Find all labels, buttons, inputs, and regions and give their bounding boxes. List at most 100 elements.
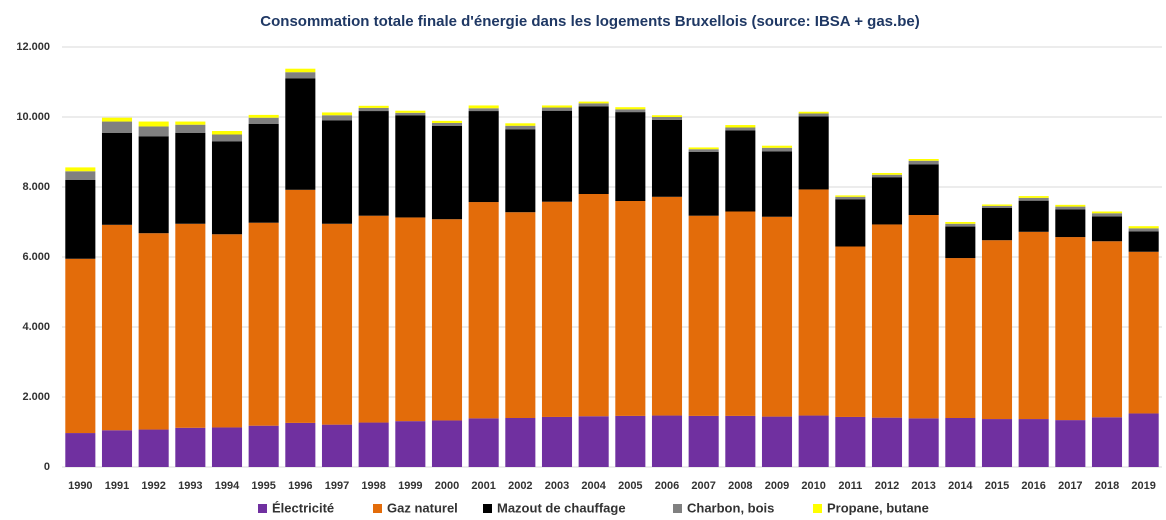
bar-segment [1018, 200, 1049, 232]
legend-swatch [373, 504, 382, 513]
legend-swatch [483, 504, 492, 513]
x-tick-label: 2008 [728, 480, 752, 492]
bar-segment [395, 112, 426, 116]
bar-segment [101, 132, 133, 225]
bar-segment [578, 103, 609, 107]
bar-segment [761, 147, 793, 152]
x-tick-label: 2012 [875, 480, 899, 492]
bar-segment [248, 114, 279, 118]
bar-segment [1128, 228, 1159, 232]
bar-segment [285, 68, 316, 73]
bar-segment [138, 126, 169, 137]
bar-segment [395, 110, 426, 113]
bar-segment [871, 173, 903, 175]
bar-segment [101, 430, 133, 467]
bar-segment [981, 204, 1013, 206]
bar-segment [101, 117, 133, 122]
bar-segment [1018, 419, 1049, 467]
bar-segment [725, 211, 756, 416]
bar-segment [761, 216, 793, 417]
bar-segment [1018, 196, 1049, 198]
bar-segment [321, 112, 353, 116]
bar-segment [835, 199, 866, 247]
bar-segment [1055, 237, 1086, 421]
bar-segment [945, 258, 976, 418]
x-tick-label: 2015 [985, 480, 1009, 492]
bar-segment [395, 115, 426, 218]
x-tick-label: 1997 [325, 480, 349, 492]
x-tick-label: 2002 [508, 480, 532, 492]
x-tick-label: 1990 [68, 480, 92, 492]
bar-segment [945, 222, 976, 224]
bar-segment [431, 219, 463, 421]
bar-segment [101, 121, 133, 133]
bar-segment [541, 201, 573, 417]
bar-segment [761, 416, 793, 467]
bar-segment [1128, 413, 1159, 467]
bar-segment [211, 141, 243, 235]
bar-segment [651, 119, 683, 197]
bar-segment [541, 110, 573, 202]
bar-segment [358, 215, 389, 423]
bar-segment [871, 224, 903, 418]
x-tick-label: 2005 [618, 480, 642, 492]
bar-segment [285, 189, 316, 423]
x-tick-label: 2014 [948, 480, 973, 492]
x-tick-label: 2006 [655, 480, 679, 492]
bar-segment [321, 424, 353, 467]
x-tick-label: 2016 [1021, 480, 1045, 492]
x-tick-label: 2004 [581, 480, 606, 492]
y-tick-label: 12.000 [16, 41, 50, 53]
bar-segment [468, 418, 499, 467]
bar-segment [321, 223, 353, 425]
bar-segment [248, 124, 279, 223]
bar-segment [798, 116, 829, 190]
bar-segment [798, 415, 829, 467]
bar-segment [945, 226, 976, 259]
bar-segment [835, 246, 866, 417]
x-tick-label: 1992 [141, 480, 165, 492]
x-tick-label: 2009 [765, 480, 789, 492]
bar-segment [615, 415, 646, 467]
bar-segment [1018, 231, 1049, 420]
bar-segment [431, 125, 463, 220]
y-tick-label: 0 [44, 461, 50, 473]
y-tick-label: 4.000 [22, 321, 50, 333]
legend-label: Électricité [272, 500, 334, 515]
bar-segment [578, 101, 609, 104]
bar-segment [908, 164, 939, 215]
bar-segment [908, 215, 939, 419]
bar-segment [468, 105, 499, 109]
y-tick-label: 2.000 [22, 391, 50, 403]
bar-segment [871, 174, 903, 178]
bar-segment [65, 167, 96, 172]
x-tick-label: 2010 [801, 480, 825, 492]
legend-label: Propane, butane [827, 500, 929, 515]
bar-segment [615, 112, 646, 201]
bar-segment [871, 417, 903, 467]
bar-segment [908, 418, 939, 467]
legend-swatch [813, 504, 822, 513]
x-tick-label: 2003 [545, 480, 569, 492]
legend-label: Charbon, bois [687, 500, 774, 515]
bar-segment [505, 418, 536, 467]
legend-swatch [258, 504, 267, 513]
bar-segment [1091, 211, 1123, 214]
bar-segment [1091, 213, 1123, 217]
bar-segment [1018, 197, 1049, 201]
bar-segment [1128, 226, 1159, 229]
bar-segment [505, 129, 536, 213]
bar-segment [175, 427, 206, 467]
bar-segment [1055, 209, 1086, 238]
y-tick-label: 6.000 [22, 251, 50, 263]
bar-segment [945, 418, 976, 467]
bar-segment [688, 415, 719, 467]
bar-segment [431, 120, 463, 123]
bar-segment [468, 202, 499, 419]
x-tick-label: 1999 [398, 480, 422, 492]
bar-segment [578, 416, 609, 467]
bar-segment [725, 415, 756, 467]
x-tick-label: 1996 [288, 480, 312, 492]
x-tick-label: 2013 [911, 480, 935, 492]
